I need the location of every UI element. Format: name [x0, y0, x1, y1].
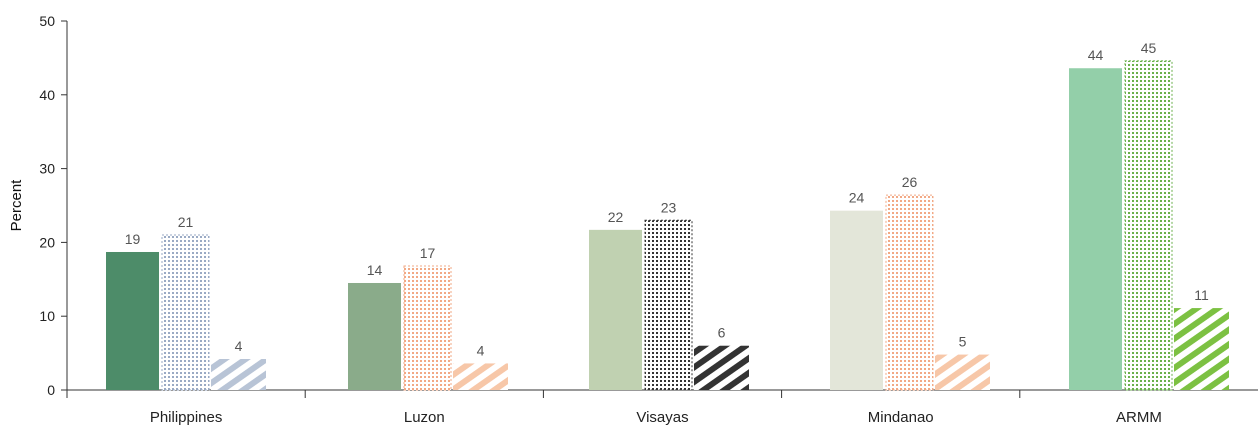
- bar-mindanao-series-2: [885, 194, 934, 391]
- bar-visayas-series-2: [644, 219, 693, 391]
- bar-mindanao-series-3: [935, 354, 990, 390]
- bar-armm-series-3: [1174, 308, 1229, 390]
- bar-philippines-series-1: [106, 251, 159, 390]
- bar-luzon-series-3: [453, 363, 508, 390]
- data-label: 26: [902, 174, 918, 190]
- axes-group: 0 10 20 30 40 50 Percent Philippines Luzon Visaya…: [8, 13, 1258, 425]
- y-tick-label: 20: [39, 234, 55, 250]
- x-category-label: Mindanao: [868, 409, 934, 425]
- bar-luzon-series-2: [403, 265, 452, 391]
- bars-group: [106, 60, 1229, 391]
- data-label: 24: [849, 190, 865, 206]
- bar-luzon-series-1: [348, 282, 401, 390]
- y-axis-title: Percent: [8, 179, 25, 232]
- data-label: 4: [477, 342, 485, 358]
- bar-visayas-series-1: [589, 229, 642, 390]
- data-label: 44: [1088, 47, 1104, 63]
- data-label: 11: [1194, 287, 1209, 303]
- y-tick-label: 40: [39, 87, 55, 103]
- x-category-label: Philippines: [150, 409, 223, 425]
- data-label: 5: [959, 334, 967, 350]
- labels-group: 19 21 4 14 17 4 22 23 6 24 26 5 44 45 11: [125, 40, 1209, 359]
- data-label: 21: [178, 214, 194, 230]
- x-category-label: Luzon: [404, 409, 445, 425]
- bar-visayas-series-3: [694, 345, 749, 390]
- data-label: 23: [661, 199, 677, 215]
- y-tick-label: 30: [39, 161, 55, 177]
- bar-armm-series-2: [1124, 60, 1173, 391]
- data-label: 45: [1141, 40, 1157, 56]
- x-category-label: Visayas: [636, 409, 688, 425]
- data-label: 4: [235, 338, 243, 354]
- bar-philippines-series-3: [211, 359, 266, 390]
- y-tick-label: 50: [39, 13, 55, 29]
- data-label: 17: [420, 245, 436, 261]
- bar-philippines-series-2: [161, 234, 210, 391]
- bar-armm-series-1: [1069, 68, 1122, 391]
- y-tick-label: 10: [39, 308, 55, 324]
- x-category-label: ARMM: [1116, 409, 1162, 425]
- data-label: 19: [125, 231, 141, 247]
- bar-mindanao-series-1: [830, 210, 883, 390]
- data-label: 6: [718, 325, 726, 341]
- data-label: 22: [608, 209, 624, 225]
- data-label: 14: [367, 262, 383, 278]
- y-tick-label: 0: [47, 382, 55, 398]
